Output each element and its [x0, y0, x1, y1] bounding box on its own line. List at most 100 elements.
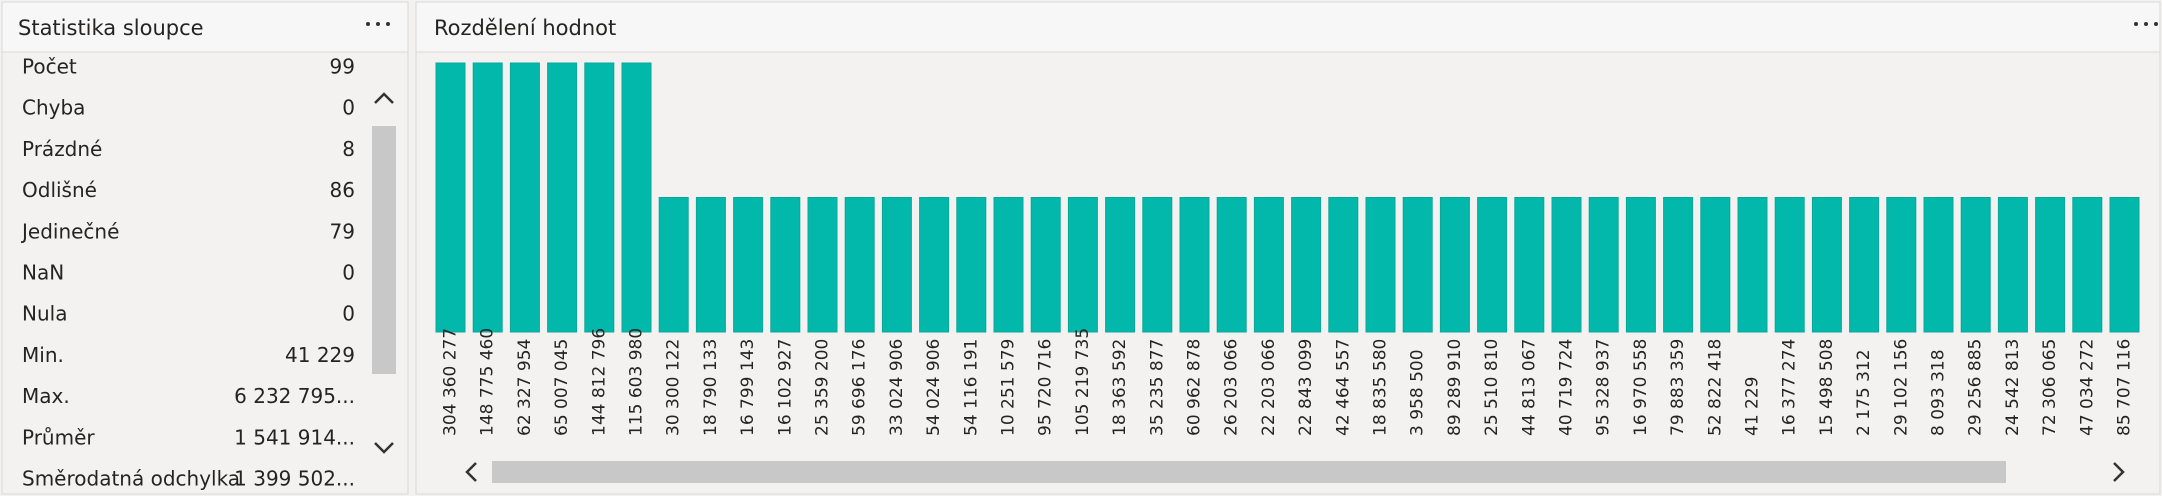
x-tick-label: 35 235 877 [1147, 339, 1167, 436]
stat-value: 6 232 795... [234, 384, 355, 408]
x-tick-label: 29 102 156 [1891, 339, 1911, 436]
stat-label: Odlišné [22, 178, 97, 202]
stat-label: Počet [22, 55, 77, 79]
bar [1067, 197, 1098, 333]
stat-label: Min. [22, 343, 64, 367]
chart-header [415, 1, 2161, 53]
horizontal-scroll-thumb[interactable] [492, 461, 2006, 483]
bar [1105, 197, 1136, 333]
stat-value: 0 [342, 96, 355, 120]
x-tick-label: 62 327 954 [515, 339, 535, 436]
stat-label: Chyba [22, 96, 85, 120]
bar [1030, 197, 1061, 333]
x-tick-label: 16 799 143 [738, 339, 758, 436]
bar [1849, 197, 1880, 333]
bar [2035, 197, 2066, 333]
bar [993, 197, 1024, 333]
bar [1700, 197, 1731, 333]
x-tick-label: 24 542 813 [2003, 339, 2023, 436]
chart-menu[interactable] [2134, 22, 2158, 26]
bar [1774, 197, 1805, 333]
scroll-up[interactable] [374, 92, 394, 104]
bar [1737, 197, 1768, 333]
vertical-scroll-thumb[interactable] [372, 126, 396, 374]
bar [881, 197, 912, 333]
bar [1551, 197, 1582, 333]
x-tick-label: 105 219 735 [1073, 328, 1093, 436]
x-tick-label: 95 328 937 [1594, 339, 1614, 436]
bar [770, 197, 801, 333]
x-tick-label: 10 251 579 [999, 339, 1019, 436]
bar [1625, 197, 1656, 333]
bar [1923, 197, 1954, 333]
bar [1253, 197, 1284, 333]
x-tick-label: 22 203 066 [1259, 339, 1279, 436]
bar [1402, 197, 1433, 333]
scroll-down[interactable] [374, 442, 394, 454]
bar [509, 62, 540, 333]
stat-label: Nula [22, 302, 67, 326]
x-tick-label: 16 970 558 [1631, 339, 1651, 436]
x-tick-label: 54 116 191 [961, 339, 981, 436]
x-tick-label: 148 775 460 [478, 328, 498, 436]
x-tick-label: 8 093 318 [1929, 349, 1949, 436]
stat-label: Jedinečné [20, 219, 119, 243]
stat-value: 99 [330, 55, 355, 79]
bar [1328, 197, 1359, 333]
stats-title: Statistika sloupce [18, 16, 204, 40]
x-tick-label: 42 464 557 [1333, 339, 1353, 436]
stat-label: Směrodatná odchylka [22, 467, 240, 491]
stats-menu[interactable] [366, 22, 390, 26]
x-tick-label: 89 289 910 [1445, 339, 1465, 436]
bar [1291, 197, 1322, 333]
x-tick-label: 41 229 [1743, 377, 1763, 436]
x-tick-label: 52 822 418 [1705, 339, 1725, 436]
bar [695, 197, 726, 333]
bar [1439, 197, 1470, 333]
bar [1811, 197, 1842, 333]
stat-value: 79 [330, 219, 355, 243]
bar [472, 62, 503, 333]
x-tick-label: 16 102 927 [775, 339, 795, 436]
x-tick-label: 44 813 067 [1519, 339, 1539, 436]
x-tick-label: 60 962 878 [1185, 339, 1205, 436]
x-tick-label: 15 498 508 [1817, 339, 1837, 436]
stats-header [1, 1, 409, 53]
bar [658, 197, 689, 333]
stat-value: 86 [330, 178, 355, 202]
stat-label: NaN [22, 261, 64, 285]
stat-value: 0 [342, 302, 355, 326]
x-tick-label: 18 790 133 [701, 339, 721, 436]
stats-panel [1, 1, 409, 495]
bar [621, 62, 652, 333]
scroll-right[interactable] [2113, 462, 2125, 482]
x-tick-label: 25 510 810 [1482, 339, 1502, 436]
x-tick-label: 54 024 906 [924, 339, 944, 436]
x-tick-label: 26 203 066 [1222, 339, 1242, 436]
bar [1960, 197, 1991, 333]
x-tick-label: 115 603 980 [627, 328, 647, 436]
bar [1514, 197, 1545, 333]
x-tick-label: 72 306 065 [2040, 339, 2060, 436]
bar [1365, 197, 1396, 333]
x-tick-label: 3 958 500 [1408, 349, 1428, 436]
bar [733, 197, 764, 333]
x-tick-label: 65 007 045 [552, 339, 572, 436]
x-tick-label: 144 812 796 [589, 328, 609, 436]
stat-value: 0 [342, 261, 355, 285]
bar [1886, 197, 1917, 333]
x-tick-label: 2 175 312 [1854, 349, 1874, 436]
bar [919, 197, 950, 333]
stat-label: Prázdné [22, 137, 102, 161]
bar [956, 197, 987, 333]
stat-label: Max. [22, 384, 70, 408]
x-tick-label: 95 720 716 [1036, 339, 1056, 436]
x-tick-label: 47 034 272 [2077, 339, 2097, 436]
bar [1142, 197, 1173, 333]
scroll-left[interactable] [465, 462, 477, 482]
stat-value: 1 399 502... [234, 467, 355, 491]
bar [1663, 197, 1694, 333]
bar [435, 62, 466, 333]
